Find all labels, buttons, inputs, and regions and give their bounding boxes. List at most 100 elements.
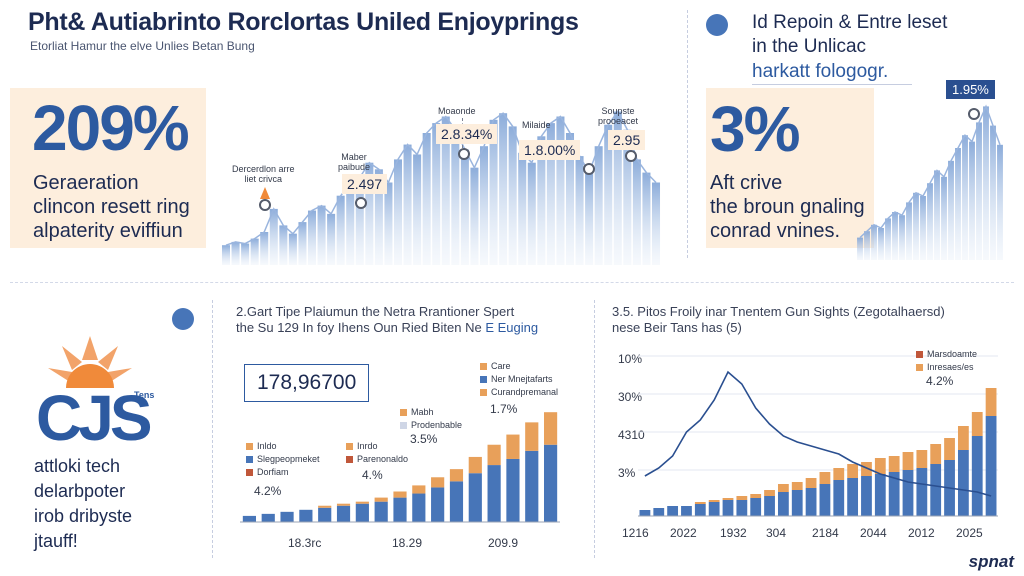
area-stripe xyxy=(307,210,317,265)
bar-segment xyxy=(957,450,969,516)
bar-segment xyxy=(902,470,914,516)
area-stripe xyxy=(632,159,641,265)
bar-segment xyxy=(544,412,558,445)
area-stripe xyxy=(976,122,982,261)
bar-segment xyxy=(847,464,859,478)
bar-segment xyxy=(468,456,482,474)
area-stripe xyxy=(403,144,412,265)
logo-line-1: attloki tech xyxy=(34,456,121,476)
bar-segment xyxy=(299,509,313,522)
bar-segment xyxy=(902,452,914,470)
bar-segment xyxy=(336,503,351,506)
bar-segment xyxy=(985,388,997,416)
middle-x-label-2: 18.29 xyxy=(392,536,423,550)
area-stripe xyxy=(537,136,546,265)
area-stripe xyxy=(983,106,989,261)
area-stripe xyxy=(221,245,231,265)
bar-segment xyxy=(355,503,369,522)
right-y-label-1: 10% xyxy=(618,352,643,366)
pin-1 xyxy=(259,199,271,211)
bar-segment xyxy=(736,496,748,500)
right-chart-title-2: nese Beir Tans has (5) xyxy=(612,320,742,335)
bar-segment xyxy=(888,456,900,472)
area-stripe xyxy=(393,159,403,265)
bar-segment xyxy=(777,492,789,516)
middle-stacked-bar-chart xyxy=(240,412,560,523)
area-stripe xyxy=(269,208,278,265)
area-stripe xyxy=(962,135,968,260)
right-heading-line-2: in the Unlicac xyxy=(752,36,867,57)
area-stripe xyxy=(857,237,863,260)
bar-segment xyxy=(722,498,734,500)
area-stripe xyxy=(327,213,336,265)
right-x-label-3: 1932 xyxy=(720,526,747,540)
bar-segment xyxy=(916,450,928,468)
area-stripe xyxy=(250,238,259,265)
flag-icon xyxy=(260,187,270,199)
area-stripe xyxy=(565,133,575,265)
bar-segment xyxy=(750,494,762,498)
bar-segment xyxy=(544,444,558,522)
bar-segment xyxy=(708,500,720,502)
area-stripe xyxy=(546,123,555,265)
bar-segment xyxy=(242,515,256,522)
bar-segment xyxy=(449,481,464,522)
left-stat-line-3: alpaterity eviffiun xyxy=(33,220,183,242)
bar-segment xyxy=(833,468,845,480)
bar-segment xyxy=(750,498,762,516)
right-percent-badge: 1.95% xyxy=(946,80,995,99)
left-highlight-box xyxy=(10,88,206,248)
bar-segment xyxy=(819,472,831,484)
right-x-label-4: 304 xyxy=(766,526,787,540)
bar-segment xyxy=(985,416,997,516)
horizontal-divider xyxy=(10,282,1014,283)
bar-segment xyxy=(525,450,539,522)
left-stat-line-2: clincon resett ring xyxy=(33,196,190,218)
area-stripe xyxy=(594,146,603,265)
area-stripe xyxy=(969,141,975,260)
area-stripe xyxy=(355,177,364,265)
area-stripe xyxy=(460,149,469,265)
area-stripe xyxy=(941,176,947,260)
bar-segment xyxy=(819,484,831,516)
bar-segment xyxy=(694,504,706,516)
bar-segment xyxy=(930,464,942,516)
area-stripe xyxy=(298,222,307,265)
mid-divider-left xyxy=(212,300,213,558)
logo-wordmark: CJS xyxy=(36,382,152,454)
right-x-label-1: 1216 xyxy=(622,526,649,540)
pin-5 xyxy=(625,150,637,162)
right-x-label-2: 2022 xyxy=(670,526,697,540)
area-stripe xyxy=(642,172,651,265)
left-big-percent: 209% xyxy=(32,92,190,164)
bar-segment xyxy=(525,422,539,451)
right-heading-line-1: Id Repoin & Entre leset xyxy=(752,12,948,33)
right-big-percent: 3% xyxy=(710,93,800,165)
area-stripe xyxy=(317,205,326,265)
area-stripe xyxy=(990,125,996,260)
left-stat-line-1: Geraeration xyxy=(33,172,139,194)
area-stripe xyxy=(365,162,374,265)
area-stripe xyxy=(871,224,877,260)
bar-segment xyxy=(487,444,501,466)
bar-segment xyxy=(971,436,983,516)
area-stripe xyxy=(623,129,632,265)
middle-x-label-1: 18.3rc xyxy=(288,536,322,550)
bar-segment xyxy=(412,493,426,522)
trend-line xyxy=(644,370,992,497)
brand-logo: spnat xyxy=(968,552,1014,571)
callout-value-3: 2.8.34% xyxy=(436,124,498,144)
area-stripe xyxy=(336,195,345,265)
area-stripe xyxy=(878,228,884,260)
callout-value-2: 2.497 xyxy=(342,174,388,194)
sunburst-icon xyxy=(48,336,132,388)
bar-segment xyxy=(791,490,803,516)
callout-label-1: Dercerdlon arre liet crivca xyxy=(232,164,295,184)
top-area-chart xyxy=(221,110,661,266)
middle-annotation-left-value: 4.2% xyxy=(254,484,282,498)
right-pin xyxy=(968,108,980,120)
middle-chart-title-2: the Su 129 In foy Ihens Oun Ried Biten N… xyxy=(236,320,539,335)
right-chart-legend: Marsdoamte Inresaes/es xyxy=(916,348,977,374)
area-stripe xyxy=(864,231,870,260)
right-subheading: harkatt fologogr. xyxy=(752,61,889,82)
